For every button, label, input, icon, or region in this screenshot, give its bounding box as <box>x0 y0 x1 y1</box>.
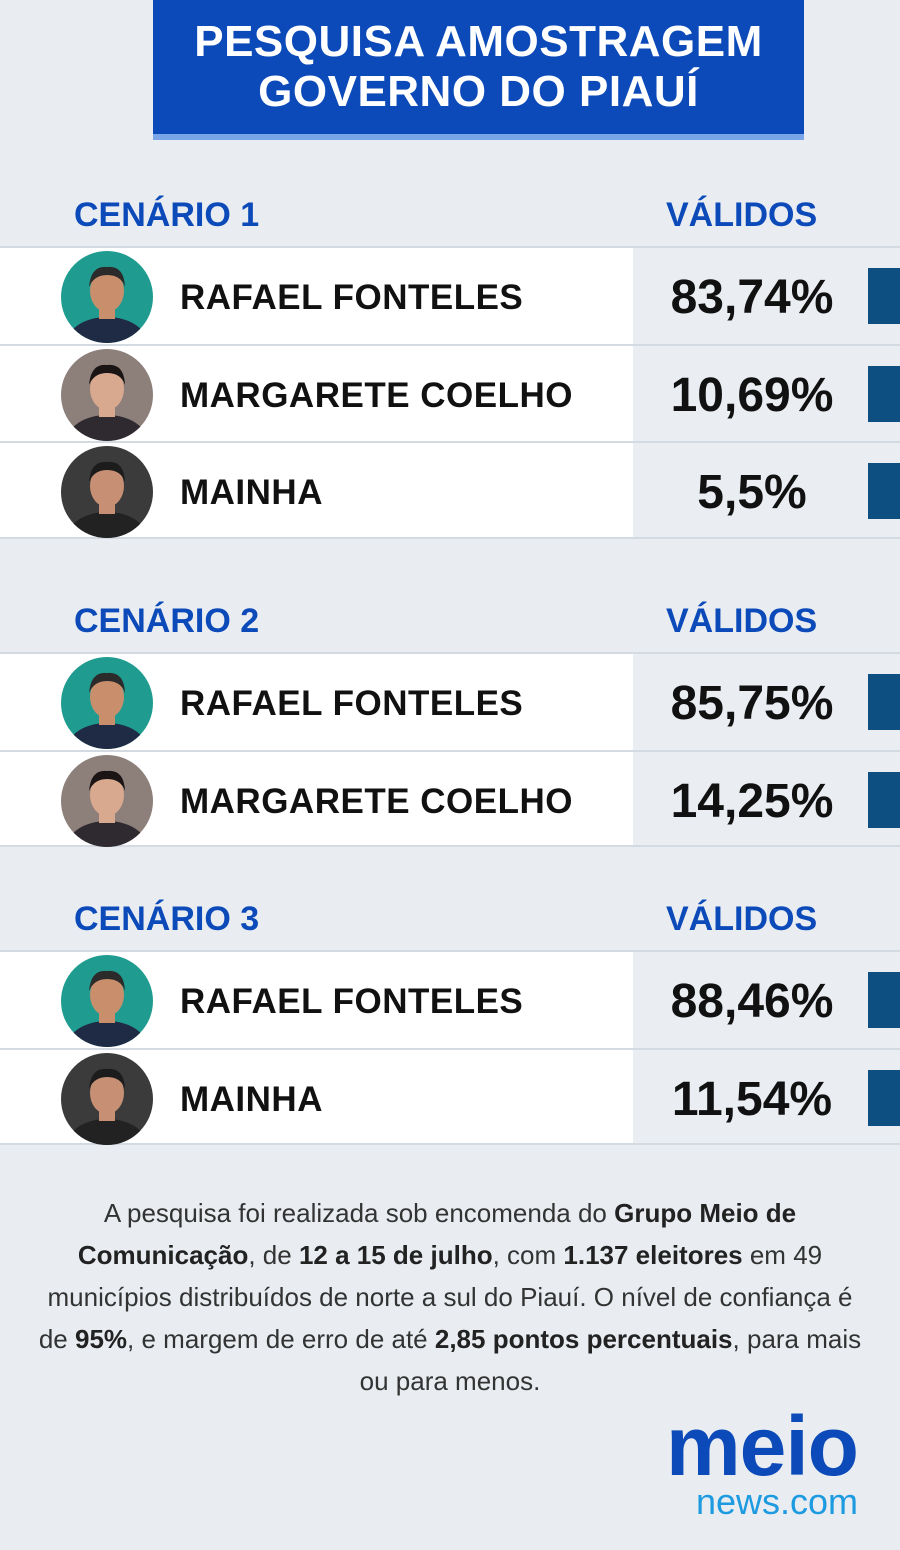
value-header: VÁLIDOS <box>666 196 818 234</box>
bar-marker <box>868 771 900 828</box>
title-line-2: GOVERNO DO PIAUÍ <box>258 67 699 116</box>
value-header: VÁLIDOS <box>666 602 818 640</box>
candidate-photo <box>61 446 153 538</box>
candidate-row: MAINHA 5,5% <box>0 441 900 539</box>
candidate-photo <box>61 955 153 1047</box>
value-cell-background <box>633 345 900 441</box>
candidate-photo <box>61 754 153 847</box>
candidate-row: RAFAEL FONTELES 83,74% <box>0 246 900 344</box>
value-cell-background <box>633 248 900 344</box>
bar-marker <box>868 463 900 519</box>
candidate-row: MARGARETE COELHO 10,69% <box>0 343 900 441</box>
note-text: , com <box>492 1240 564 1270</box>
candidate-row: RAFAEL FONTELES 88,46% <box>0 950 900 1048</box>
scenario-1-header: CENÁRIO 1 VÁLIDOS <box>0 190 900 240</box>
note-text: A pesquisa foi realizada sob encomenda d… <box>103 1198 615 1228</box>
data-label: 10,69% <box>670 368 834 422</box>
data-label: 11,54% <box>671 1072 833 1126</box>
bar-marker <box>868 365 900 422</box>
candidate-name: MAINHA <box>180 1079 323 1119</box>
data-label: 14,25% <box>670 774 834 828</box>
note-text: em 49 municípios distribuídos de norte a… <box>38 1240 853 1354</box>
note-highlight: 12 a 15 de julho <box>298 1240 493 1270</box>
note-highlight: Grupo Meio de Comunicação <box>77 1198 797 1270</box>
note-text: , de <box>248 1240 299 1270</box>
note-text: , e margem de erro de até <box>127 1324 435 1354</box>
candidate-row: RAFAEL FONTELES 85,75% <box>0 652 900 750</box>
candidate-photo <box>61 348 153 441</box>
value-cell-background <box>633 751 900 845</box>
title-line-1: PESQUISA AMOSTRAGEM <box>194 17 763 66</box>
value-cell-background <box>633 952 900 1048</box>
value-cell-background <box>633 654 900 750</box>
candidate-name: RAFAEL FONTELES <box>180 278 524 317</box>
title-banner: PESQUISA AMOSTRAGEM GOVERNO DO PIAUÍ <box>153 0 804 140</box>
bar-marker <box>868 1069 900 1126</box>
candidate-name: MARGARETE COELHO <box>180 781 573 821</box>
scenario-2-header: CENÁRIO 2 VÁLIDOS <box>0 596 900 646</box>
candidate-name: RAFAEL FONTELES <box>180 684 524 723</box>
candidate-name: MAINHA <box>180 473 323 512</box>
note-highlight: 2,85 pontos percentuais <box>434 1324 733 1354</box>
data-label: 88,46% <box>670 975 834 1028</box>
bar-marker <box>868 972 900 1028</box>
value-cell-background <box>633 443 900 537</box>
scenario-3-header: CENÁRIO 3 VÁLIDOS <box>0 894 900 944</box>
scenario-title: CENÁRIO 2 <box>74 602 260 640</box>
candidate-name: MARGARETE COELHO <box>180 375 573 415</box>
scenario-title: CENÁRIO 1 <box>74 196 260 234</box>
candidate-row: MAINHA 11,54% <box>0 1047 900 1145</box>
scenario-title: CENÁRIO 3 <box>74 900 260 938</box>
note-highlight: 95% <box>75 1324 128 1354</box>
survey-note: A pesquisa foi realizada sob encomenda d… <box>30 1192 870 1402</box>
logo-main-text: meio <box>665 1399 859 1493</box>
candidate-photo <box>61 657 153 749</box>
value-cell-background <box>633 1049 900 1143</box>
note-highlight: 1.137 eleitores <box>563 1240 743 1270</box>
data-label: 83,74% <box>670 271 834 324</box>
note-text: , para mais ou para menos. <box>359 1324 862 1396</box>
candidate-name: RAFAEL FONTELES <box>180 982 524 1021</box>
candidate-photo <box>61 1052 153 1145</box>
meionews-logo: meio news.com <box>630 1404 870 1525</box>
logo-sub-text: news.com <box>695 1481 858 1522</box>
candidate-photo <box>61 251 153 343</box>
value-header: VÁLIDOS <box>666 900 818 938</box>
data-label: 5,5% <box>697 466 807 519</box>
bar-marker <box>868 268 900 324</box>
bar-marker <box>868 674 900 730</box>
data-label: 85,75% <box>670 677 834 730</box>
candidate-row: MARGARETE COELHO 14,25% <box>0 749 900 847</box>
